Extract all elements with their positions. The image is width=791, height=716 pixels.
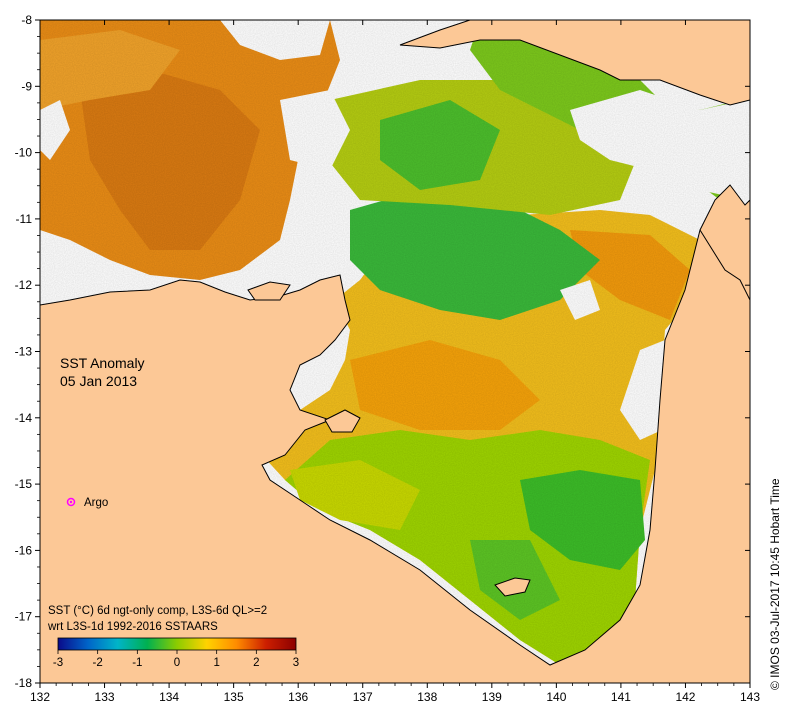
x-tick-label: 141 <box>611 690 631 704</box>
y-axis: -8-9-10-11-12-13-14-15-16-17-18 <box>15 13 750 690</box>
colorbar-tick-label: 0 <box>174 657 180 669</box>
plot-area <box>40 20 750 683</box>
y-tick-label: -17 <box>15 610 33 624</box>
land-groote-eylandt <box>324 409 361 433</box>
y-tick-label: -14 <box>15 411 33 425</box>
y-tick-label: -13 <box>15 345 33 359</box>
colorbar-tick-label: -2 <box>93 657 103 669</box>
x-tick-label: 133 <box>95 690 115 704</box>
argo-marker[interactable] <box>66 497 76 507</box>
y-tick-label: -18 <box>15 676 33 690</box>
colorbar-tick-label: -1 <box>132 657 142 669</box>
x-tick-label: 137 <box>353 690 373 704</box>
y-tick-label: -16 <box>15 543 33 557</box>
y-tick-label: -11 <box>16 212 33 226</box>
x-tick-label: 142 <box>675 690 695 704</box>
x-tick-label: 139 <box>482 690 502 704</box>
land-new-guinea <box>399 20 750 106</box>
x-tick-label: 140 <box>546 690 566 704</box>
y-tick-label: -9 <box>21 79 32 93</box>
land-cape-york <box>699 184 750 301</box>
land <box>40 20 750 683</box>
x-axis: 132 133 134 135 136 137 138 139 140 141 142 143 <box>30 20 760 704</box>
y-tick-label: -15 <box>15 477 33 491</box>
land-arnhem-islands <box>247 281 291 301</box>
colorbar-ticks: -3 -2 -1 0 1 2 3 <box>53 650 299 669</box>
colorbar-ramp <box>57 637 297 651</box>
y-tick-label: -10 <box>15 146 33 160</box>
map-date: 05 Jan 2013 <box>60 373 137 389</box>
colorbar-tick-label: 1 <box>213 657 219 669</box>
x-tick-label: 138 <box>417 690 437 704</box>
map-title: SST Anomaly <box>60 355 145 371</box>
x-tick-label: 136 <box>288 690 308 704</box>
footnote-line1: SST (°C) 6d ngt-only comp, L3S-6d QL>=2 <box>48 605 267 617</box>
credit-text: © IMOS 03-Jul-2017 10:45 Hobart Time <box>768 478 782 690</box>
colorbar-tick-label: -3 <box>53 657 63 669</box>
y-tick-label: -12 <box>15 278 33 292</box>
argo-legend-label: Argo <box>84 497 108 509</box>
x-tick-label: 134 <box>159 690 179 704</box>
footnote-line2: wrt L3S-1d 1992-2016 SSTAARS <box>47 621 218 633</box>
x-tick-label: 132 <box>30 690 50 704</box>
land-mornington-island <box>494 577 531 597</box>
y-tick-label: -8 <box>21 13 32 27</box>
colorbar-tick-label: 2 <box>253 657 259 669</box>
colorbar-tick-label: 3 <box>293 657 299 669</box>
x-tick-label: 143 <box>740 690 760 704</box>
colorbar: -3 -2 -1 0 1 2 3 <box>53 637 299 669</box>
x-tick-label: 135 <box>224 690 244 704</box>
